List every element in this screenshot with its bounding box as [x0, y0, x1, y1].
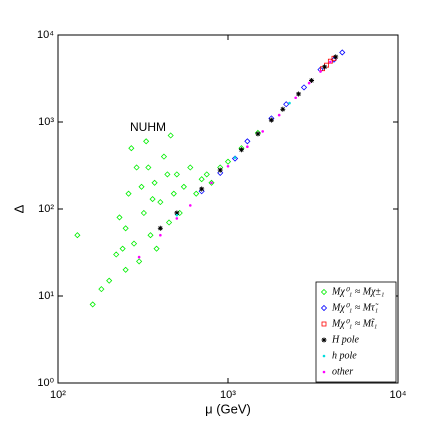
- point: [333, 54, 339, 60]
- point: [319, 70, 322, 73]
- point: [151, 179, 158, 186]
- point: [217, 169, 224, 176]
- point: [167, 132, 174, 139]
- point: [153, 245, 160, 252]
- point: [116, 214, 123, 221]
- legend-marker: [322, 370, 326, 374]
- point: [329, 60, 332, 64]
- point: [130, 240, 138, 247]
- point: [137, 255, 141, 259]
- point: [296, 91, 302, 97]
- point: [288, 101, 291, 105]
- point: [309, 77, 315, 83]
- point: [188, 204, 192, 207]
- point: [173, 171, 180, 178]
- x-tick-label: 10³: [220, 389, 236, 401]
- point: [203, 171, 210, 178]
- point: [180, 183, 187, 190]
- point: [165, 219, 173, 226]
- y-tick-label: 10⁴: [37, 29, 54, 41]
- legend-label: other: [332, 366, 353, 377]
- point: [174, 210, 180, 216]
- legend-label: H pole: [331, 334, 360, 345]
- annotation: NUHM: [130, 120, 166, 134]
- point: [246, 145, 249, 149]
- point: [89, 301, 96, 308]
- legend: Mχ⁰₁ ≈ Mχ±₁ Mχ⁰₁ ≈ Mτ̃₁ Mχ⁰₁ ≈ Mt̃₁ H pole h…: [315, 281, 397, 383]
- point: [255, 131, 261, 137]
- y-tick-label: 10¹: [38, 290, 54, 302]
- point: [280, 106, 286, 112]
- x-tick-label: 10²: [50, 389, 66, 401]
- point: [122, 225, 129, 232]
- point: [170, 190, 177, 197]
- legend-marker: [322, 354, 326, 358]
- point: [106, 277, 113, 284]
- point: [74, 232, 81, 239]
- point: [199, 186, 205, 192]
- point: [244, 138, 251, 145]
- point: [143, 138, 150, 145]
- point: [122, 266, 129, 273]
- legend-label: Mχ⁰₁ ≈ Mχ±₁: [331, 286, 384, 297]
- point: [113, 251, 120, 258]
- y-tick-label: 10⁰: [37, 377, 54, 389]
- legend-marker: [321, 337, 327, 343]
- point: [307, 81, 311, 85]
- point: [145, 164, 152, 171]
- point: [277, 113, 281, 117]
- y-tick-label: 10³: [38, 116, 54, 128]
- point: [140, 209, 147, 217]
- point: [136, 258, 143, 265]
- point: [339, 49, 346, 56]
- point: [300, 84, 308, 91]
- point: [231, 155, 239, 162]
- point: [294, 96, 297, 100]
- legend-box: [315, 281, 397, 383]
- point: [238, 147, 244, 153]
- legend-marker: [321, 321, 327, 327]
- point: [175, 213, 179, 217]
- legend-label: h pole: [332, 350, 357, 361]
- point: [159, 233, 162, 237]
- point: [98, 286, 105, 293]
- legend-marker: [320, 288, 328, 296]
- point: [160, 153, 168, 160]
- point: [193, 190, 200, 197]
- point: [226, 164, 230, 168]
- point: [233, 156, 237, 159]
- point: [208, 179, 215, 186]
- point: [164, 171, 171, 178]
- point: [217, 167, 223, 173]
- point: [125, 190, 132, 197]
- point: [261, 130, 265, 133]
- point: [147, 232, 154, 239]
- point: [187, 164, 194, 171]
- point: [198, 176, 205, 183]
- point: [322, 64, 328, 70]
- point: [175, 217, 179, 220]
- x-axis-label: μ (GeV): [205, 401, 251, 416]
- point: [157, 225, 163, 231]
- x-tick-label: 10⁴: [390, 389, 407, 401]
- point: [268, 117, 274, 123]
- point: [210, 181, 213, 185]
- point: [133, 164, 140, 171]
- y-axis-label: Δ: [11, 204, 26, 213]
- point: [138, 183, 145, 190]
- legend-label: Mχ⁰₁ ≈ Mτ̃₁: [331, 302, 379, 313]
- point: [224, 158, 232, 165]
- y-tick-label: 10²: [38, 203, 54, 215]
- point: [119, 245, 126, 252]
- point: [149, 196, 156, 203]
- point: [157, 199, 164, 206]
- legend-marker: [320, 304, 328, 312]
- point: [283, 101, 290, 108]
- legend-label: Mχ⁰₁ ≈ Mt̃₁: [331, 318, 377, 330]
- point: [128, 145, 135, 152]
